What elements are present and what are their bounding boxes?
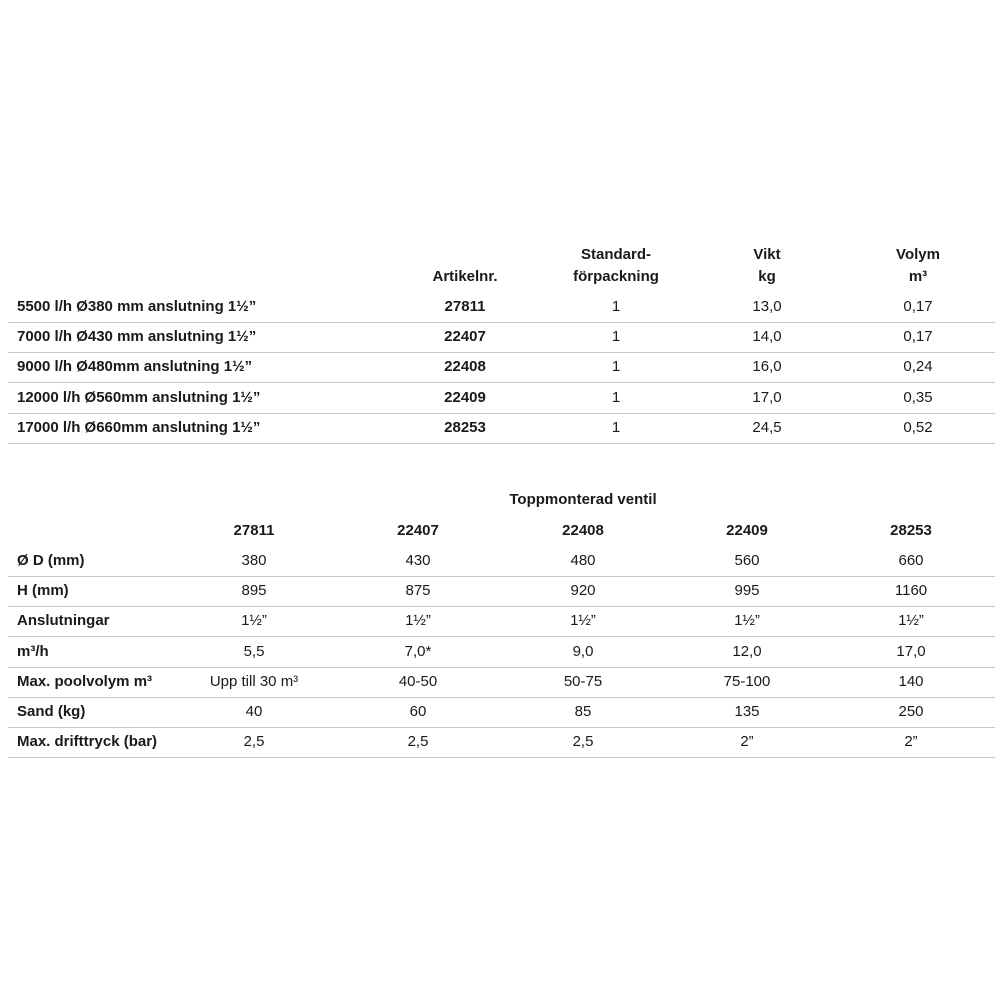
- row-label: Sand (kg): [17, 703, 86, 720]
- row-divider: [8, 727, 995, 728]
- row-divider: [8, 757, 995, 759]
- cell: 1: [611, 328, 621, 346]
- row-divider: [8, 322, 995, 323]
- cell: 40-50: [398, 672, 438, 690]
- cell: 895: [241, 582, 267, 600]
- row-divider: [8, 412, 995, 414]
- row-divider: [8, 606, 995, 608]
- row-label: 17000 l/h Ø660mm anslutning 1½”: [17, 418, 261, 436]
- cell: Upp till 30 m³: [209, 672, 299, 690]
- cell: 22408: [444, 358, 486, 376]
- cell: 1: [611, 388, 621, 406]
- cell: 85: [574, 703, 592, 720]
- row-divider: [8, 352, 995, 354]
- cell: 1: [611, 358, 621, 376]
- cell: 28253: [444, 418, 486, 436]
- cell: 480: [570, 552, 596, 569]
- column-header: Standard-: [580, 246, 652, 263]
- row-divider: [8, 576, 995, 577]
- row-label: Max. poolvolym m³: [17, 672, 153, 690]
- column-header: 22408: [562, 522, 604, 539]
- row-label: Anslutningar: [17, 612, 110, 630]
- column-header: förpackning: [573, 268, 659, 285]
- cell: 60: [409, 703, 427, 720]
- cell: 16,0: [752, 358, 782, 376]
- cell: 40: [245, 703, 263, 720]
- cell: 1½”: [405, 612, 431, 630]
- cell: 1½”: [241, 612, 267, 630]
- column-header: kg: [758, 268, 776, 285]
- cell: 135: [734, 703, 760, 720]
- row-label: Ø D (mm): [17, 552, 85, 569]
- cell: 22409: [444, 388, 486, 406]
- cell: 1: [611, 418, 621, 436]
- cell: 0,52: [903, 418, 933, 436]
- cell: 0,35: [903, 388, 933, 406]
- cell: 1: [611, 298, 621, 315]
- cell: 1½”: [898, 612, 924, 630]
- row-label: H (mm): [17, 582, 69, 600]
- column-header: m³: [908, 268, 928, 285]
- column-header: Vikt: [753, 246, 781, 263]
- cell: 14,0: [752, 328, 782, 346]
- cell: 27811: [444, 298, 486, 315]
- cell: 50-75: [563, 672, 603, 690]
- row-divider: [8, 442, 995, 444]
- cell: 250: [898, 703, 924, 720]
- cell: 17,0: [752, 388, 782, 406]
- column-header: 28253: [890, 522, 932, 539]
- table-caption: Toppmonterad ventil: [509, 491, 657, 508]
- cell: 5,5: [243, 642, 265, 660]
- cell: 1½”: [734, 612, 760, 630]
- cell: 660: [898, 552, 924, 569]
- cell: 0,24: [903, 358, 933, 376]
- cell: 875: [405, 582, 431, 600]
- cell: 920: [570, 582, 596, 600]
- row-divider: [8, 696, 995, 698]
- row-label: 12000 l/h Ø560mm anslutning 1½”: [17, 388, 261, 406]
- cell: 380: [241, 552, 267, 569]
- cell: 12,0: [732, 642, 762, 660]
- row-label: 7000 l/h Ø430 mm anslutning 1½”: [17, 328, 257, 346]
- row-label: Max. drifttryck (bar): [17, 733, 158, 751]
- cell: 7,0*: [404, 642, 432, 660]
- row-divider: [8, 666, 995, 668]
- cell: 2,5: [243, 733, 265, 751]
- row-divider: [8, 382, 995, 384]
- column-header: Artikelnr.: [432, 268, 498, 285]
- cell: 24,5: [752, 418, 782, 436]
- cell: 1½”: [570, 612, 596, 630]
- cell: 140: [898, 672, 924, 690]
- cell: 2”: [740, 733, 754, 751]
- cell: 560: [734, 552, 760, 569]
- row-label: 5500 l/h Ø380 mm anslutning 1½”: [17, 298, 257, 315]
- column-header: 22409: [726, 522, 768, 539]
- cell: 2”: [904, 733, 918, 751]
- cell: 17,0: [896, 642, 926, 660]
- cell: 1160: [894, 582, 928, 600]
- cell: 995: [734, 582, 760, 600]
- cell: 13,0: [752, 298, 782, 315]
- cell: 430: [405, 552, 431, 569]
- cell: 2,5: [572, 733, 594, 751]
- column-header: 27811: [233, 522, 275, 539]
- cell: 75-100: [723, 672, 771, 690]
- row-label: m³/h: [17, 642, 49, 660]
- column-header: 22407: [397, 522, 439, 539]
- cell: 2,5: [407, 733, 429, 751]
- row-label: 9000 l/h Ø480mm anslutning 1½”: [17, 358, 253, 376]
- cell: 0,17: [903, 328, 933, 346]
- cell: 0,17: [903, 298, 933, 315]
- row-divider: [8, 636, 995, 638]
- cell: 9,0: [572, 642, 594, 660]
- column-header: Volym: [896, 246, 940, 263]
- cell: 22407: [444, 328, 486, 346]
